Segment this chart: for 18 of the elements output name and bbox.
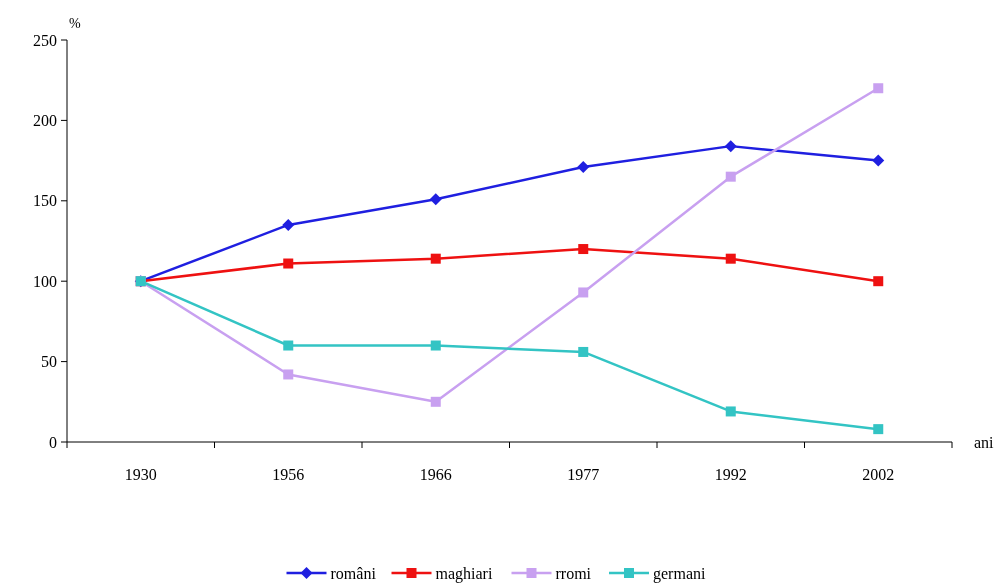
y-tick-label: 50 [41, 353, 57, 371]
legend-label: maghiari [435, 564, 493, 583]
x-axis-title: ani [974, 434, 995, 451]
y-tick-label: 0 [49, 433, 57, 451]
y-tick-label: 100 [33, 272, 57, 290]
y-tick-label: 150 [33, 192, 57, 210]
y-tick-label: 200 [33, 112, 57, 129]
legend-label: germani [653, 564, 706, 583]
x-tick-label: 2002 [862, 466, 895, 483]
x-tick-label: 1992 [714, 466, 747, 483]
x-tick-label: 1956 [272, 466, 305, 483]
legend-label: rromi [555, 564, 592, 582]
legend-label: români [330, 564, 377, 582]
x-tick-label: 1977 [567, 466, 600, 483]
y-axis-title: % [69, 16, 81, 31]
y-tick-label: 250 [33, 31, 57, 49]
x-tick-label: 1930 [124, 466, 157, 483]
x-tick-label: 1966 [419, 466, 452, 483]
